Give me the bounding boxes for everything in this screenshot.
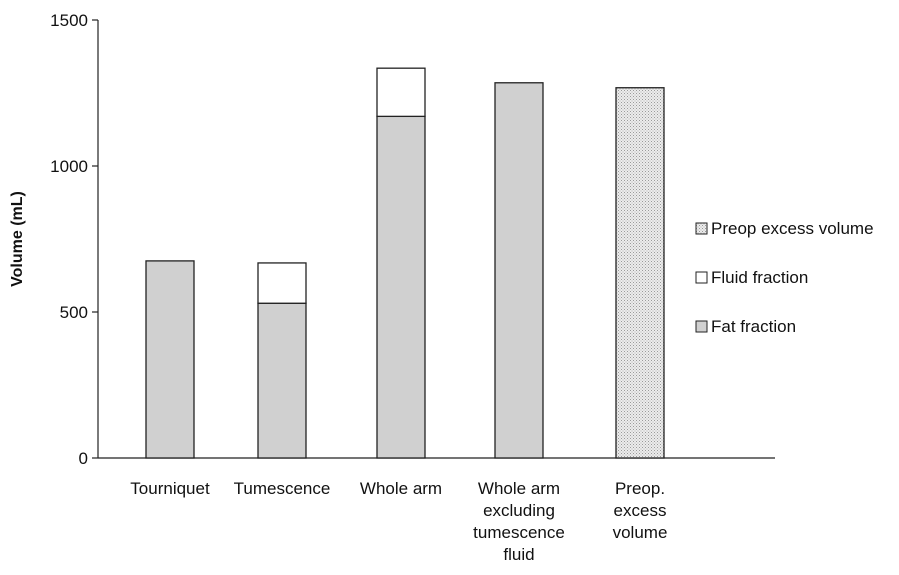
bar-fluid-fraction: [376, 67, 426, 118]
legend-label: Fat fraction: [711, 317, 796, 336]
legend-label: Fluid fraction: [711, 268, 808, 287]
y-tick-label: 1500: [50, 11, 88, 30]
category-labels: Tourniquet Tumescence Whole arm Whole arm ex…: [130, 479, 667, 564]
y-tick-label: 1000: [50, 157, 88, 176]
category-label: volume: [613, 523, 668, 542]
bar-fat-fraction: [257, 302, 307, 459]
category-label: Preop.: [615, 479, 665, 498]
legend-label: Preop excess volume: [711, 219, 874, 238]
bar-fat-fraction: [494, 82, 544, 459]
bar-fat-fraction: [145, 260, 195, 459]
legend-swatch: [695, 271, 708, 284]
category-label: Tumescence: [234, 479, 331, 498]
axes: 0 500 1000 1500: [50, 11, 775, 468]
legend-swatch: [695, 320, 708, 333]
category-label: Whole arm: [478, 479, 560, 498]
y-axis-label: Volume (mL): [9, 191, 26, 287]
bar-preop-excess-volume: [615, 87, 665, 459]
bars-group: [145, 67, 665, 459]
bar-fat-fraction: [376, 115, 426, 459]
y-tick-label: 0: [79, 449, 88, 468]
category-label: Tourniquet: [130, 479, 210, 498]
y-tick-label: 500: [60, 303, 88, 322]
legend: Preop excess volume Fluid fraction Fat fra…: [695, 219, 874, 336]
category-label: fluid: [503, 545, 534, 564]
category-label: excess: [614, 501, 667, 520]
category-label: Whole arm: [360, 479, 442, 498]
bar-fluid-fraction: [257, 262, 307, 304]
category-label: excluding: [483, 501, 555, 520]
legend-swatch: [695, 222, 708, 235]
category-label: tumescence: [473, 523, 565, 542]
